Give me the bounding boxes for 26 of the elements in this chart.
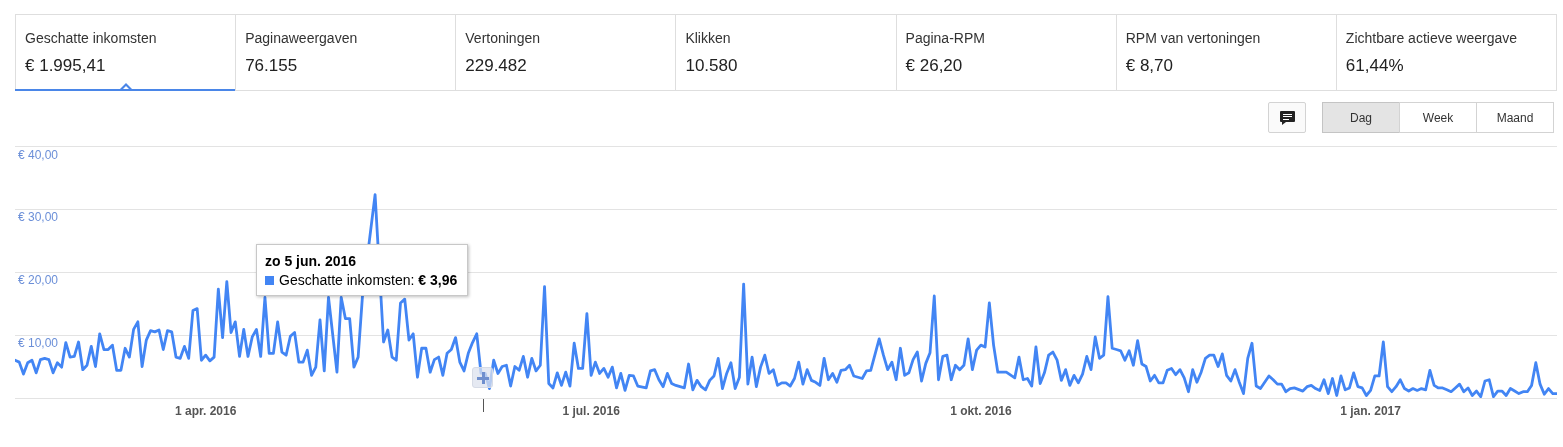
text: 229.482 xyxy=(465,56,527,76)
text: € 1.995,41 xyxy=(25,56,106,76)
text: Klikken xyxy=(685,30,731,46)
text: € 26,20 xyxy=(905,56,963,76)
text: 76.155 xyxy=(245,56,298,76)
y-tick-label: € 10,00 xyxy=(18,336,59,351)
text: 61,44% xyxy=(1345,56,1404,76)
text: € 8,70 xyxy=(1125,56,1173,76)
annotation: zo 5 jun. 2016 Geschatte inkomsten: € 3,96 xyxy=(265,252,459,288)
text: Paginaweergaven xyxy=(245,30,358,46)
text: Geschatte inkomsten xyxy=(25,30,157,46)
text: Pagina-RPM xyxy=(905,30,985,46)
text: RPM van vertoningen xyxy=(1125,30,1261,46)
text: Vertoningen xyxy=(465,30,541,46)
text: 10.580 xyxy=(685,56,738,76)
y-tick-label: € 30,00 xyxy=(18,210,59,225)
x-tick-label: 1 jul. 2016 xyxy=(562,403,621,418)
y-tick-label: € 20,00 xyxy=(18,273,59,288)
x-tick-label: 1 jan. 2017 xyxy=(1340,403,1402,418)
x-tick-label: 1 apr. 2016 xyxy=(174,403,237,418)
toggle-button: Week xyxy=(1399,102,1477,133)
toggle-button: Maand xyxy=(1476,102,1554,133)
toggle-button: Dag xyxy=(1322,102,1400,133)
y-tick-label: € 40,00 xyxy=(18,147,59,162)
x-tick-label: 1 okt. 2016 xyxy=(950,403,1012,418)
text: Zichtbare actieve weergave xyxy=(1345,30,1518,46)
